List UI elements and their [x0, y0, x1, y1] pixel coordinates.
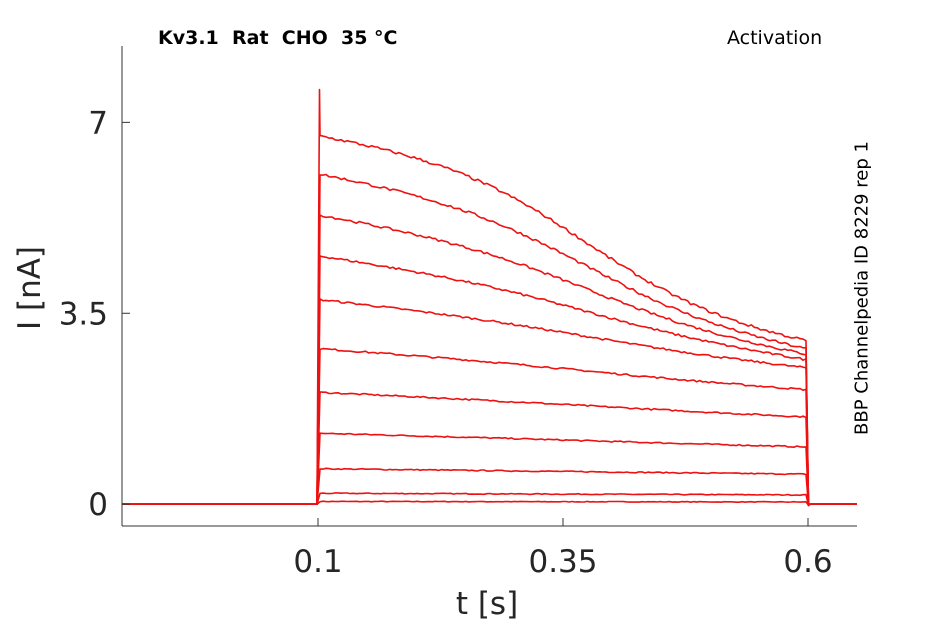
current-trace [122, 298, 857, 507]
protocol-label: Activation [727, 27, 823, 49]
y-tick-label: 0 [88, 487, 108, 523]
current-trace [122, 214, 857, 507]
x-axis-label: t [s] [456, 586, 518, 622]
current-trace [122, 173, 857, 507]
current-trace [122, 492, 857, 507]
y-tick-label: 3.5 [59, 296, 108, 332]
current-trace [122, 88, 857, 507]
current-trace [122, 391, 857, 507]
x-tick-label: 0.35 [528, 544, 597, 580]
y-tick-label: 7 [88, 105, 108, 141]
current-trace [122, 500, 857, 507]
current-trace [122, 467, 857, 507]
x-tick-label: 0.1 [293, 544, 342, 580]
traces-group [122, 88, 857, 507]
x-ticks: 0.1 0.35 0.6 [293, 518, 833, 580]
current-trace [122, 432, 857, 507]
y-axis-label: I [nA] [12, 246, 48, 330]
current-trace [122, 347, 857, 507]
current-trace [122, 255, 857, 507]
chart-title: Kv3.1 Rat CHO 35 °C [158, 27, 398, 49]
source-label: BBP Channelpedia ID 8229 rep 1 [851, 141, 873, 435]
x-tick-label: 0.6 [783, 544, 832, 580]
y-ticks: 03.57 [59, 105, 130, 523]
